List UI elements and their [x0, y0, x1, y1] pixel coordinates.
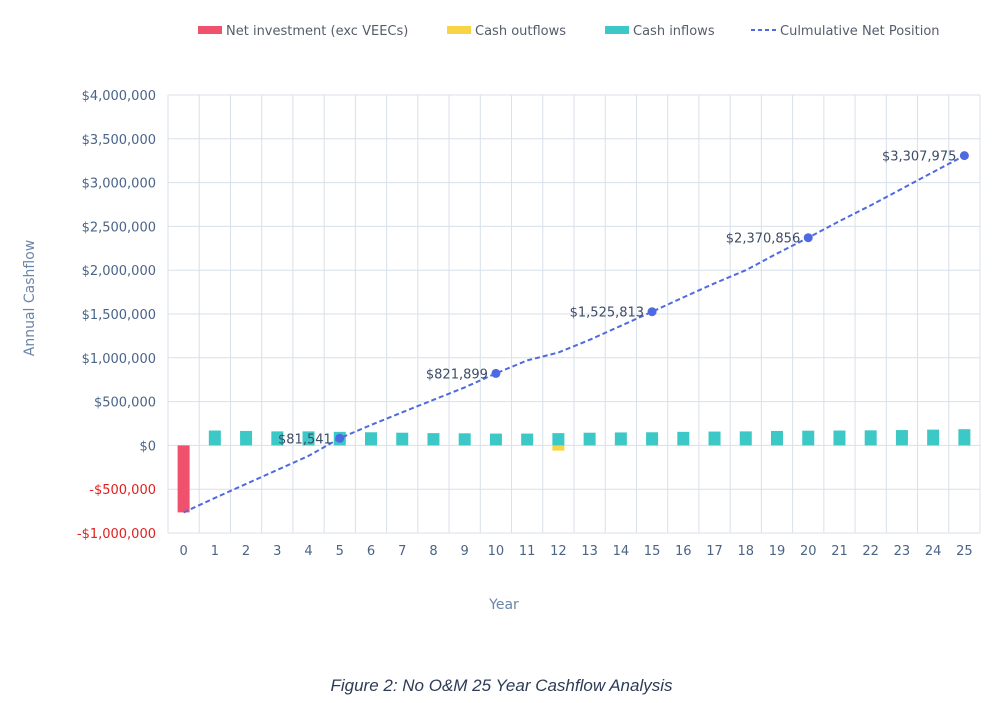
- bar-cash-inflows: [677, 431, 690, 446]
- x-tick-label: 10: [488, 544, 505, 559]
- bar-cash-inflows: [271, 431, 284, 446]
- y-tick-label: $500,000: [94, 396, 156, 411]
- x-tick-label: 4: [304, 544, 312, 559]
- bar-cash-inflows: [458, 433, 471, 446]
- cumulative-markers: [335, 151, 969, 443]
- x-tick-label: 7: [398, 544, 406, 559]
- x-tick-label: 25: [956, 544, 973, 559]
- x-tick-label: 19: [769, 544, 786, 559]
- bar-cash-inflows: [583, 432, 596, 446]
- y-tick-label: $3,000,000: [82, 177, 156, 192]
- cumulative-net-position-line: [183, 154, 965, 514]
- x-tick-label: 1: [211, 544, 219, 559]
- x-tick-label: 18: [737, 544, 754, 559]
- x-tick-label: 21: [831, 544, 848, 559]
- bar-cash-inflows: [208, 430, 221, 446]
- x-tick-label: 3: [273, 544, 281, 559]
- x-tick-label: 8: [429, 544, 437, 559]
- y-tick-label: $1,000,000: [82, 352, 156, 367]
- cumulative-marker: [803, 233, 813, 243]
- bar-cash-inflows: [521, 433, 534, 446]
- bar-cash-inflows: [802, 430, 815, 446]
- y-tick-label: $3,500,000: [82, 133, 156, 148]
- legend-swatch-cash-inflows: [605, 26, 629, 34]
- y-axis-title: Annual Cashflow: [22, 240, 38, 356]
- cumulative-data-label: $1,525,813: [570, 306, 644, 321]
- x-tick-label: 11: [519, 544, 536, 559]
- bar-cash-inflows: [708, 431, 721, 446]
- y-tick-label: $4,000,000: [82, 89, 156, 104]
- bar-cash-outflows: [552, 445, 565, 451]
- y-tick-label: -$500,000: [89, 483, 156, 498]
- y-axis-ticks: $4,000,000 $3,500,000 $3,000,000 $2,500,000…: [77, 89, 156, 542]
- bars: [177, 429, 971, 513]
- x-tick-label: 0: [179, 544, 187, 559]
- cumulative-marker: [335, 433, 345, 443]
- bar-cash-inflows: [614, 432, 627, 446]
- x-tick-label: 12: [550, 544, 567, 559]
- grid: [167, 94, 981, 534]
- bar-cash-inflows: [895, 430, 908, 446]
- bar-cash-inflows: [240, 430, 253, 446]
- cumulative-data-label: $2,370,856: [726, 232, 800, 247]
- y-tick-label: $1,500,000: [82, 308, 156, 323]
- cumulative-line: [183, 154, 965, 514]
- legend-label-cash-inflows: Cash inflows: [633, 24, 715, 39]
- cumulative-marker: [491, 368, 501, 378]
- bar-cash-inflows: [646, 432, 659, 446]
- data-labels: $81,541 $821,899 $1,525,813 $2,370,856 $3,30…: [278, 150, 956, 448]
- bar-cash-inflows: [864, 430, 877, 446]
- legend-label-cumulative: Culmulative Net Position: [780, 24, 940, 39]
- x-tick-label: 16: [675, 544, 692, 559]
- y-tick-label: $2,500,000: [82, 220, 156, 235]
- bar-cash-inflows: [771, 430, 783, 446]
- bar-cash-inflows: [302, 431, 315, 446]
- x-tick-label: 9: [461, 544, 469, 559]
- bar-cash-inflows: [552, 433, 565, 446]
- y-tick-label: -$1,000,000: [77, 527, 156, 542]
- bar-cash-inflows: [427, 433, 440, 446]
- x-tick-label: 17: [706, 544, 723, 559]
- x-tick-label: 14: [613, 544, 630, 559]
- cumulative-data-label: $821,899: [426, 367, 488, 382]
- bar-cash-inflows: [958, 429, 971, 446]
- bar-cash-inflows: [365, 432, 377, 446]
- legend-label-cash-outflows: Cash outflows: [475, 24, 566, 39]
- bar-cash-inflows: [927, 429, 940, 446]
- x-tick-label: 13: [581, 544, 598, 559]
- x-tick-label: 6: [367, 544, 375, 559]
- x-tick-label: 5: [336, 544, 344, 559]
- bar-cash-inflows: [833, 430, 846, 446]
- x-tick-label: 23: [894, 544, 911, 559]
- x-tick-label: 24: [925, 544, 942, 559]
- cumulative-data-label: $81,541: [278, 432, 332, 447]
- cumulative-marker: [647, 307, 657, 317]
- legend: Net investment (exc VEECs) Cash outflows…: [198, 24, 940, 39]
- x-tick-label: 2: [242, 544, 250, 559]
- bar-cash-inflows: [739, 431, 752, 446]
- cumulative-data-label: $3,307,975: [882, 150, 956, 165]
- legend-swatch-cash-outflows: [447, 26, 471, 34]
- figure-caption: Figure 2: No O&M 25 Year Cashflow Analys…: [330, 676, 673, 695]
- y-tick-label: $0: [139, 439, 156, 454]
- x-tick-label: 15: [644, 544, 661, 559]
- bar-net-investment: [177, 445, 190, 513]
- cumulative-marker: [959, 151, 969, 161]
- y-tick-label: $2,000,000: [82, 264, 156, 279]
- x-tick-label: 20: [800, 544, 817, 559]
- bar-cash-inflows: [396, 432, 409, 446]
- legend-swatch-net-investment: [198, 26, 222, 34]
- legend-label-net-investment: Net investment (exc VEECs): [226, 24, 408, 39]
- x-axis-ticks: 0 1 2 3 4 5 6 7 8 9 10 11 12 13 14 15 16 17 18 19 20 21 22 23 24…: [179, 544, 972, 559]
- x-axis-title: Year: [488, 597, 519, 613]
- x-tick-label: 22: [862, 544, 879, 559]
- bar-cash-inflows: [489, 433, 502, 446]
